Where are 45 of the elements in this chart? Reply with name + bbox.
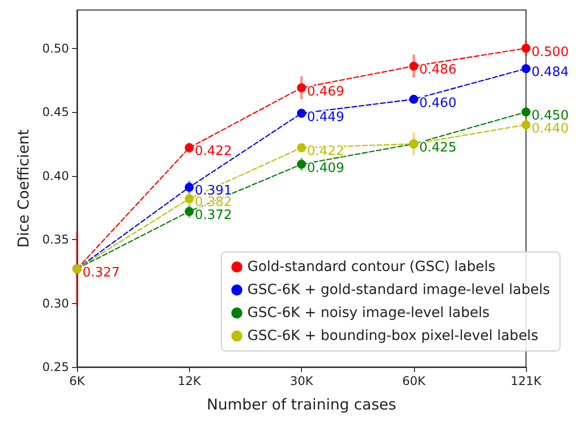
data-label: 0.425 [419,140,456,156]
data-label: 0.440 [532,121,569,136]
point [297,143,306,152]
point [184,182,194,192]
legend-label: Gold-standard contour (GSC) labels [247,259,496,275]
data-label: 0.500 [532,44,569,60]
point [522,108,530,116]
data-label: 0.486 [419,62,456,78]
x-axis-title: Number of training cases [206,396,396,414]
data-label: 0.422 [307,144,344,160]
point [409,62,418,71]
data-label: 0.450 [532,108,569,124]
x-tick-label: 12K [178,374,202,388]
data-label: 0.409 [307,160,344,176]
y-tick-label: 0.35 [42,232,69,246]
legend-label: GSC-6K + bounding-box pixel-level labels [247,328,538,344]
point [522,120,530,130]
point [184,206,194,216]
y-axis-title: Dice Coefficient [14,129,32,248]
y-tick-label: 0.30 [42,296,69,310]
data-label: 0.484 [532,65,569,80]
data-label: 0.449 [307,110,344,125]
data-label: 0.469 [307,84,344,100]
point [522,64,530,74]
point [297,83,306,92]
y-tick-label: 0.40 [42,168,69,183]
x-tick-label: 60K [402,374,426,388]
point [297,108,306,118]
legend-label: GSC-6K + gold-standard image-level labels [247,282,550,298]
x-tick-label: 121K [510,374,543,388]
x-tick-label: 6K [69,374,86,388]
point [409,94,418,104]
data-label: 0.460 [419,96,456,111]
point [522,44,530,53]
point [184,143,194,152]
y-tick-label: 0.50 [42,41,69,56]
x-tick-label: 30K [290,374,314,388]
y-tick-label: 0.25 [42,360,69,374]
data-label: 0.422 [194,144,232,160]
data-label: 0.327 [82,265,120,280]
y-tick-label: 0.45 [42,105,69,119]
point [184,194,194,204]
legend-label: GSC-6K + noisy image-level labels [247,305,490,321]
point [297,160,306,169]
data-label: 0.372 [194,208,232,223]
